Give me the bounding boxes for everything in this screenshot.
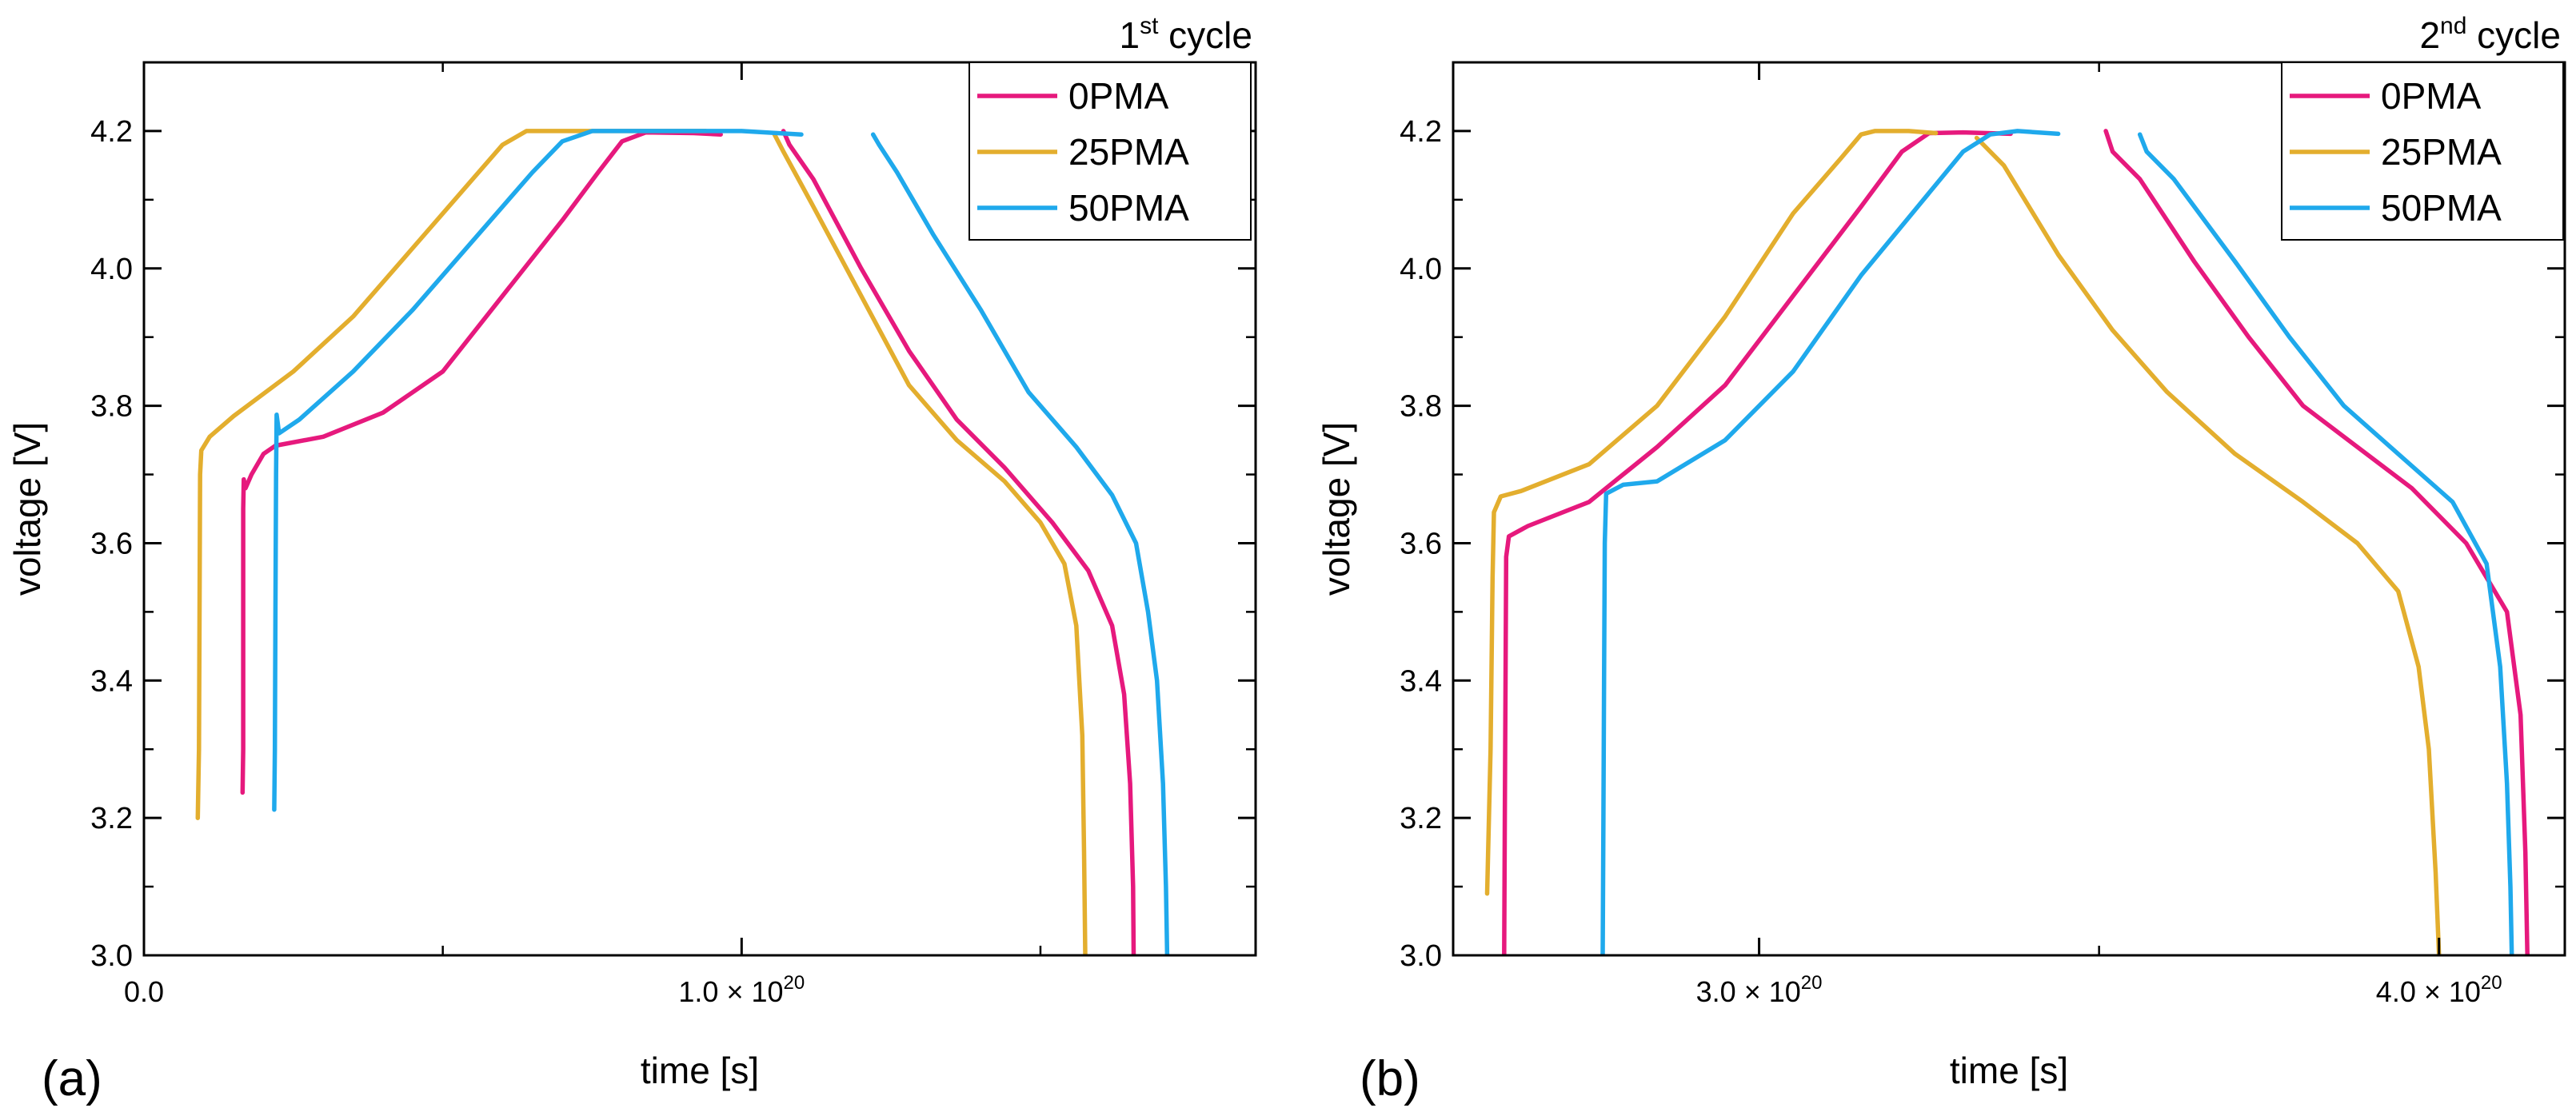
legend-label: 25PMA (2381, 131, 2502, 173)
y-tick-label: 3.2 (90, 802, 133, 835)
series-line-50pma-segment-2 (2137, 132, 2514, 955)
x-tick-label: 3.0 × 1020 (1696, 972, 1823, 1008)
series-line-25pma-segment-2 (1974, 135, 2442, 955)
y-tick-label: 3.4 (1400, 664, 1442, 698)
chart-title: 2nd cycle (2419, 13, 2561, 56)
y-tick-label: 3.2 (1400, 802, 1442, 835)
x-axis-label: time [s] (1950, 1050, 2068, 1091)
y-tick-label: 4.0 (1400, 253, 1442, 286)
legend: 0PMA 25PMA 50PMA (2281, 62, 2564, 241)
legend-label: 0PMA (1068, 75, 1169, 117)
y-tick-label: 4.0 (90, 253, 133, 286)
y-tick-label: 4.2 (90, 115, 133, 149)
y-tick-label: 3.6 (1400, 527, 1442, 560)
series-line-25pma-segment-1 (1484, 129, 1939, 896)
y-tick-label: 3.8 (90, 390, 133, 424)
y-tick-label: 3.0 (90, 939, 133, 973)
x-tick-label-exponent: 20 (784, 972, 805, 994)
series-line-50pma-segment-1 (1600, 129, 2061, 955)
plot-frame (142, 61, 1257, 957)
chart-panel-a: 3.0 3.2 3.4 3.6 3.8 4.0 4.2 0.0 1.0 × 1020 time [… (6, 13, 1257, 1106)
x-tick-label: 1.0 × 1020 (678, 972, 805, 1008)
x-axis-label: time [s] (641, 1050, 759, 1091)
y-tick-label: 3.8 (1400, 390, 1442, 424)
legend-label: 25PMA (1068, 131, 1189, 173)
chart-title-number: 1 (1119, 14, 1140, 56)
legend: 0PMA 25PMA 50PMA (968, 62, 1252, 241)
series-group (195, 129, 1170, 955)
legend-label: 50PMA (2381, 187, 2502, 229)
series-line-25pma-segment-2 (772, 132, 1088, 955)
x-tick-label-exponent: 20 (2481, 972, 2502, 994)
series-line-0pma-segment-1 (1502, 130, 2013, 955)
chart-title-text: cycle (2466, 14, 2561, 56)
chart-panel-b: 3.03.23.43.63.84.04.23.0 × 1020 4.0 × 102… (1316, 13, 2566, 1106)
series-line-50pma-segment-1 (272, 129, 804, 812)
x-tick-label-main: 4.0 × 10 (2376, 975, 2481, 1008)
series-line-0pma-segment-1 (240, 130, 723, 795)
legend-label: 0PMA (2381, 75, 2482, 117)
series-group (1484, 129, 2530, 955)
chart-title: 1st cycle (1119, 13, 1252, 56)
x-tick-label: 4.0 × 1020 (2376, 972, 2502, 1008)
plot-frame (1452, 61, 2566, 957)
y-tick-label: 4.2 (1400, 115, 1442, 149)
series-line-0pma-segment-2 (2103, 129, 2530, 955)
chart-title-text: cycle (1158, 14, 1252, 56)
chart-title-superscript: st (1140, 13, 1159, 39)
x-tick-label-main: 1.0 × 10 (678, 975, 783, 1008)
x-tick-label-main: 3.0 × 10 (1696, 975, 1801, 1008)
series-line-50pma-segment-2 (870, 132, 1170, 955)
y-tick-label: 3.0 (1400, 939, 1442, 973)
y-axis-label: voltage [V] (1316, 422, 1357, 596)
y-tick-label: 3.6 (90, 527, 133, 560)
x-tick-label-main: 0.0 (124, 975, 164, 1008)
x-tick-label: 0.0 (124, 975, 164, 1008)
y-axis-label: voltage [V] (6, 422, 48, 596)
panel-label: (b) (1360, 1051, 1420, 1106)
chart-title-superscript: nd (2440, 13, 2466, 39)
chart-title-number: 2 (2419, 14, 2440, 56)
x-tick-label-exponent: 20 (1801, 972, 1823, 994)
panel-label: (a) (42, 1051, 102, 1106)
legend-label: 50PMA (1068, 187, 1189, 229)
y-tick-label: 3.4 (90, 664, 133, 698)
series-line-25pma-segment-1 (195, 129, 709, 820)
series-line-0pma-segment-2 (781, 129, 1136, 955)
